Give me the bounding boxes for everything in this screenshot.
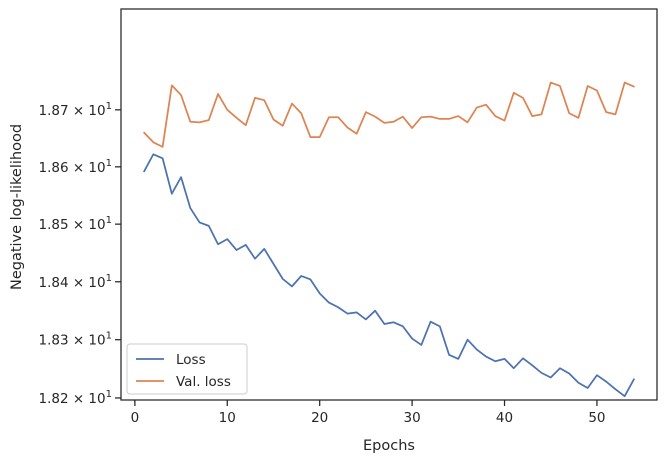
legend-label-loss: Loss [176, 352, 206, 368]
axes-layer: 0 10 20 30 40 50 1.82 × 101 1.83 × 101 1.84 × 10… [38, 101, 605, 426]
y-tick-label: 1.82 × 101 [38, 389, 112, 407]
y-tick-label: 1.85 × 101 [38, 215, 112, 233]
x-tick-label: 20 [311, 410, 328, 426]
x-tick-label: 0 [131, 410, 140, 426]
x-tick-label: 30 [404, 410, 421, 426]
plot-area-background [121, 9, 657, 400]
y-tick-label: 1.83 × 101 [38, 331, 112, 349]
x-tick-label: 10 [219, 410, 236, 426]
plot-content [143, 81, 635, 398]
x-axis-label: Epochs [363, 438, 415, 454]
x-tick-label: 40 [496, 410, 513, 426]
x-tick-label: 50 [588, 410, 605, 426]
series-line-val-loss [143, 81, 635, 148]
y-tick-label: 1.86 × 101 [38, 158, 112, 176]
series-line-loss [143, 153, 635, 398]
y-axis-label: Negative log-likelihood [9, 124, 25, 290]
legend-label-val-loss: Val. loss [176, 374, 231, 390]
y-tick-label: 1.84 × 101 [38, 273, 112, 291]
y-tick-label: 1.87 × 101 [38, 101, 112, 119]
plot-frame [120, 8, 658, 401]
legend: Loss Val. loss [126, 343, 248, 395]
